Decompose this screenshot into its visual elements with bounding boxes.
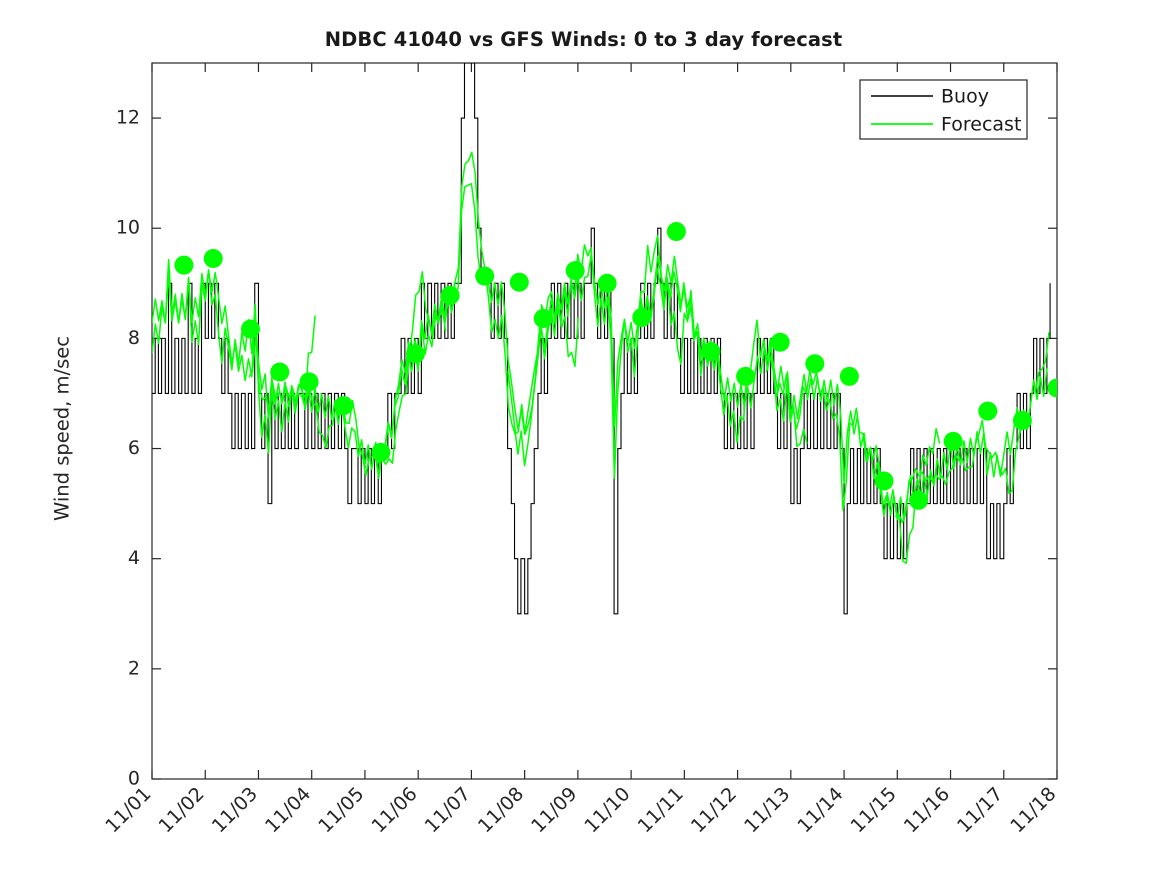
forecast-data-point: [1047, 378, 1057, 398]
forecast-data-point: [666, 222, 686, 242]
forecast-data-point: [805, 354, 825, 374]
forecast-data-point: [736, 366, 756, 386]
y-tick-label: 2: [128, 657, 140, 679]
forecast-data-point: [475, 266, 495, 286]
x-tick-label: 11/10: [580, 783, 634, 837]
x-tick-label: 11/05: [314, 783, 368, 837]
forecast-data-point: [371, 442, 391, 462]
plot-frame: [151, 62, 1058, 780]
forecast-data-point: [509, 272, 529, 292]
x-tick-label: 11/09: [527, 783, 581, 837]
y-axis-tick-labels: 0 2 4 6 8 10 12: [116, 107, 140, 790]
x-tick-label: 11/02: [154, 783, 208, 837]
forecast-data-point: [632, 307, 652, 327]
forecast-data-point: [943, 431, 963, 451]
forecast-data-point: [839, 366, 859, 386]
page-title: NDBC 41040 vs GFS Winds: 0 to 3 day fore…: [324, 28, 843, 51]
forecast-series-lines: [152, 151, 1050, 565]
x-tick-label: 11/08: [474, 783, 528, 837]
legend-label-buoy: Buoy: [941, 86, 989, 108]
forecast-data-point: [909, 490, 929, 510]
x-tick-label: 11/17: [953, 783, 1007, 837]
forecast-data-point: [874, 471, 894, 491]
forecast-data-point: [299, 372, 319, 392]
forecast-data-point: [533, 309, 553, 329]
forecast-data-point: [1012, 410, 1032, 430]
x-tick-label: 11/03: [208, 783, 262, 837]
x-tick-label: 11/07: [421, 783, 475, 837]
forecast-data-point: [565, 261, 585, 281]
x-tick-label: 11/18: [1006, 783, 1060, 837]
x-tick-label: 11/06: [367, 783, 421, 837]
forecast-data-point: [240, 319, 260, 339]
y-tick-label: 6: [128, 437, 140, 459]
forecast-data-point: [334, 396, 354, 416]
x-axis-ticks: [151, 63, 1058, 779]
forecast-data-point: [770, 332, 790, 352]
y-axis-ticks: [152, 117, 1057, 780]
forecast-data-point: [597, 273, 617, 293]
x-tick-label: 11/01: [101, 783, 155, 837]
forecast-data-point: [978, 401, 998, 421]
forecast-data-point: [270, 362, 290, 382]
y-tick-label: 4: [128, 547, 140, 569]
x-tick-label: 11/15: [847, 783, 901, 837]
x-tick-label: 11/11: [634, 783, 688, 837]
forecast-data-point: [440, 285, 460, 305]
y-tick-label: 12: [116, 107, 140, 129]
x-axis-tick-labels: 11/0111/0211/0311/0411/0511/0611/0711/08…: [101, 783, 1060, 837]
y-tick-label: 10: [116, 217, 140, 239]
forecast-series-markers: [174, 222, 1057, 510]
x-tick-label: 11/13: [740, 783, 794, 837]
y-tick-label: 8: [128, 327, 140, 349]
legend-label-forecast: Forecast: [941, 114, 1021, 136]
forecast-data-point: [174, 255, 194, 275]
legend: Buoy Forecast: [859, 79, 1028, 140]
forecast-data-point: [203, 249, 223, 269]
legend-box: [859, 79, 1028, 140]
forecast-trace: [636, 267, 808, 448]
y-tick-label: 0: [128, 768, 140, 790]
forecast-data-point: [701, 342, 721, 362]
x-tick-label: 11/12: [687, 783, 741, 837]
x-tick-label: 11/16: [900, 783, 954, 837]
forecast-data-point: [406, 344, 426, 364]
x-tick-label: 11/04: [261, 783, 315, 837]
x-tick-label: 11/14: [793, 783, 847, 837]
